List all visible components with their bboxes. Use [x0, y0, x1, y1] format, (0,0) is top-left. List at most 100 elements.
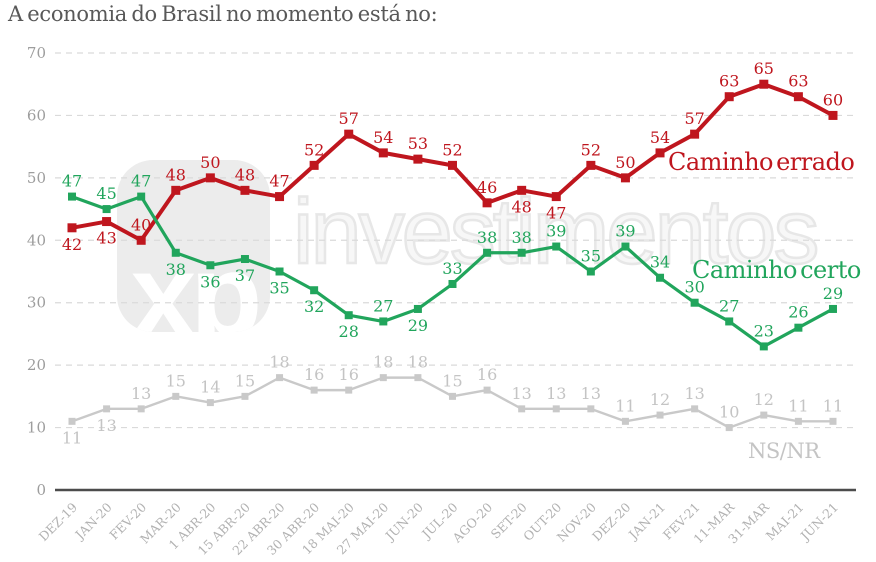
y-tick-label: 40 — [27, 231, 46, 249]
data-label: 18 — [408, 353, 428, 372]
data-point-marker — [137, 192, 146, 201]
x-tick-label: JAN-21 — [624, 500, 668, 544]
data-label: 52 — [304, 140, 324, 159]
data-label: 12 — [754, 390, 774, 409]
data-label: 35 — [269, 279, 289, 298]
data-point-marker — [344, 311, 353, 320]
data-point-marker — [586, 160, 596, 170]
data-point-marker — [620, 173, 630, 183]
data-point-marker — [309, 160, 319, 170]
data-label: 50 — [615, 153, 635, 172]
data-point-marker — [102, 205, 111, 214]
data-point-marker — [794, 323, 803, 332]
series-label: Caminho errado — [668, 148, 854, 176]
data-point-marker — [206, 261, 215, 270]
y-tick-label: 0 — [36, 481, 46, 499]
data-point-marker — [448, 392, 456, 400]
data-point-marker — [828, 304, 837, 313]
x-tick-label: JUN-20 — [381, 499, 426, 544]
data-label: 57 — [339, 109, 359, 128]
data-point-marker — [759, 342, 768, 351]
xp-logo-text: xp — [130, 229, 263, 332]
data-point-marker — [829, 417, 837, 425]
data-point-marker — [413, 304, 422, 313]
data-label: 32 — [304, 297, 324, 316]
data-point-marker — [379, 317, 388, 326]
data-label: 11 — [823, 396, 843, 415]
data-point-marker — [205, 173, 215, 183]
data-label: 34 — [650, 253, 670, 272]
data-label: 47 — [62, 172, 82, 191]
y-tick-label: 70 — [27, 44, 46, 62]
data-label: 13 — [684, 384, 704, 403]
data-label: 11 — [615, 396, 635, 415]
data-point-marker — [828, 110, 838, 120]
data-point-marker — [760, 411, 768, 419]
series-label: Caminho certo — [692, 256, 861, 284]
data-point-marker — [275, 267, 284, 276]
data-point-marker — [793, 92, 803, 102]
data-label: 46 — [477, 178, 497, 197]
data-point-marker — [413, 154, 423, 164]
data-label: 53 — [408, 134, 428, 153]
data-point-marker — [136, 235, 146, 245]
data-label: 16 — [477, 365, 497, 384]
data-label: 47 — [269, 172, 289, 191]
y-tick-label: 20 — [27, 356, 46, 374]
data-point-marker — [240, 185, 250, 195]
data-point-marker — [656, 273, 665, 282]
data-point-marker — [310, 286, 319, 295]
data-label: 38 — [511, 228, 531, 247]
data-label: 60 — [823, 90, 843, 109]
data-label: 42 — [62, 235, 82, 254]
data-point-marker — [275, 192, 285, 202]
data-point-marker — [656, 411, 664, 419]
data-point-marker — [724, 92, 734, 102]
data-label: 12 — [650, 390, 670, 409]
data-label: 27 — [373, 296, 393, 315]
data-label: 65 — [754, 59, 774, 78]
data-point-marker — [725, 424, 733, 432]
x-tick-label: DEZ-19 — [36, 499, 81, 544]
data-label: 48 — [235, 165, 255, 184]
data-label: 37 — [235, 266, 255, 285]
data-label: 28 — [339, 322, 359, 341]
x-tick-label: JUN-21 — [796, 500, 841, 545]
data-point-marker — [137, 405, 145, 413]
data-label: 35 — [581, 247, 601, 266]
data-label: 13 — [511, 384, 531, 403]
data-point-marker — [378, 148, 388, 158]
x-tick-label: JAN-20 — [71, 499, 115, 543]
data-point-marker — [206, 399, 214, 407]
data-point-marker — [759, 79, 769, 89]
data-label: 38 — [477, 228, 497, 247]
data-point-marker — [518, 405, 526, 413]
data-point-marker — [171, 248, 180, 257]
data-label: 11 — [788, 396, 808, 415]
data-point-marker — [690, 298, 699, 307]
data-label: 13 — [581, 384, 601, 403]
data-point-marker — [103, 405, 111, 413]
data-point-marker — [171, 185, 181, 195]
data-point-marker — [241, 392, 249, 400]
data-label: 57 — [684, 109, 704, 128]
data-label: 48 — [511, 197, 531, 216]
data-point-marker — [240, 255, 249, 264]
data-point-marker — [172, 392, 180, 400]
data-point-marker — [725, 317, 734, 326]
data-label: 40 — [131, 215, 151, 234]
data-point-marker — [447, 160, 457, 170]
data-point-marker — [690, 129, 700, 139]
data-label: 13 — [131, 384, 151, 403]
data-point-marker — [655, 148, 665, 158]
data-label: 39 — [615, 222, 635, 241]
x-tick-label: MAI-21 — [763, 500, 807, 544]
data-point-marker — [621, 242, 630, 251]
y-tick-label: 10 — [27, 419, 46, 437]
data-label: 50 — [200, 153, 220, 172]
data-point-marker — [345, 386, 353, 394]
data-label: 13 — [546, 384, 566, 403]
data-point-marker — [517, 248, 526, 257]
data-point-marker — [517, 185, 527, 195]
